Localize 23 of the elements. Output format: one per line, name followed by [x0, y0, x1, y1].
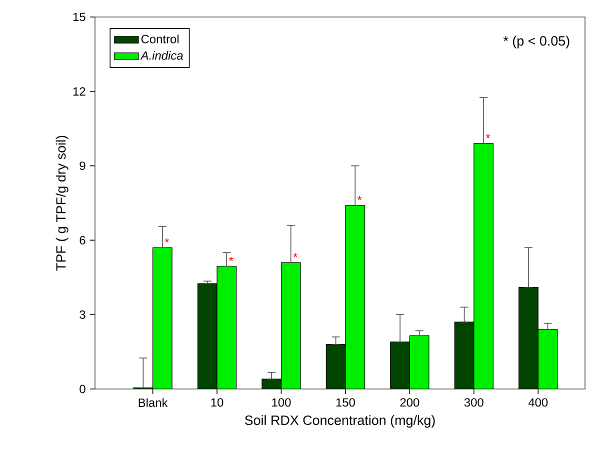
y-tick-label: 6: [80, 236, 86, 244]
x-tick-label: Blank: [138, 398, 168, 407]
y-axis-title: TPF ( g TPF/g dry soil): [56, 136, 68, 271]
x-tick-label: 400: [528, 398, 548, 407]
y-tick-label: 0: [80, 384, 86, 394]
annotation: *: [486, 134, 490, 138]
annotation: *: [164, 238, 170, 242]
x-tick-label: 200: [400, 398, 420, 407]
y-tick-label: 9: [80, 162, 86, 170]
x-axis-title: Soil RDX Concentration (mg/kg): [244, 415, 435, 428]
x-tick-label: 300: [464, 398, 484, 407]
annotation: *: [357, 196, 362, 200]
legend-label: Control: [141, 34, 179, 44]
y-tick-label: 12: [73, 87, 86, 96]
y-tick-label: 15: [73, 12, 86, 22]
annotation: * (p < 0.05): [503, 36, 570, 48]
annotation: *: [228, 256, 234, 262]
y-tick-label: 3: [80, 310, 86, 319]
x-tick-label: 10: [211, 398, 224, 407]
x-tick-label: 100: [272, 398, 291, 407]
annotation: *: [293, 253, 298, 258]
legend-label: A.indica: [140, 50, 183, 60]
x-tick-label: 150: [336, 398, 355, 407]
